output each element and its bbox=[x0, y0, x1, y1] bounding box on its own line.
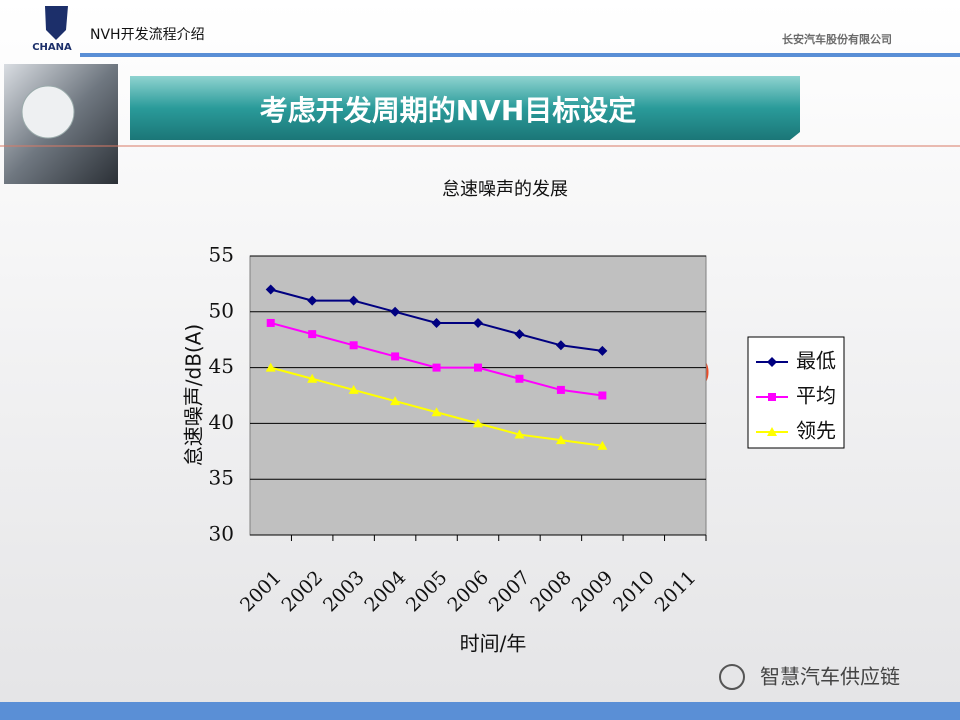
y-tick-label: 55 bbox=[209, 243, 234, 267]
y-tick-label: 45 bbox=[209, 354, 234, 378]
logo-text: CHANA bbox=[32, 42, 72, 53]
title-banner bbox=[130, 76, 800, 140]
data-point bbox=[308, 330, 317, 339]
legend-label: 领先 bbox=[796, 419, 836, 443]
footer-bar bbox=[0, 702, 960, 720]
data-point bbox=[473, 317, 483, 328]
data-point bbox=[266, 318, 275, 327]
data-point bbox=[348, 384, 359, 394]
data-point bbox=[598, 391, 607, 400]
data-point bbox=[514, 429, 525, 439]
legend-label: 最低 bbox=[796, 349, 836, 373]
legend-box bbox=[747, 336, 845, 449]
data-point bbox=[391, 352, 400, 361]
logo-icon bbox=[45, 6, 68, 40]
data-point bbox=[265, 284, 276, 295]
data-point bbox=[349, 341, 358, 350]
headlight bbox=[21, 85, 75, 139]
legend-marker bbox=[768, 393, 776, 401]
y-axis-label: 怠速噪声/dB(A) bbox=[182, 324, 206, 466]
data-point bbox=[432, 363, 441, 372]
y-tick-label: 50 bbox=[209, 298, 234, 322]
data-point bbox=[307, 373, 318, 383]
legend-marker bbox=[767, 427, 777, 436]
y-tick-label: 40 bbox=[209, 410, 234, 434]
chart-title: 怠速噪声的发展 bbox=[442, 179, 568, 200]
data-point bbox=[555, 435, 566, 445]
x-axis-label: 时间/年 bbox=[460, 632, 527, 656]
data-point bbox=[515, 374, 524, 383]
y-tick-label: 35 bbox=[209, 466, 234, 490]
legend-label: 平均 bbox=[796, 384, 836, 408]
deck-title: NVH开发流程介绍 bbox=[90, 27, 205, 43]
data-point bbox=[307, 295, 318, 306]
data-point bbox=[597, 345, 608, 356]
plot-area bbox=[249, 255, 707, 536]
data-point bbox=[474, 363, 482, 372]
data-point bbox=[514, 329, 525, 340]
y-tick-label: 30 bbox=[209, 522, 234, 546]
slide-title: 考虑开发周期的NVH目标设定 bbox=[260, 94, 637, 127]
data-point bbox=[390, 306, 401, 317]
data-point bbox=[390, 396, 401, 406]
watermark-icon bbox=[719, 664, 745, 690]
data-point bbox=[265, 362, 276, 372]
data-point bbox=[556, 385, 565, 394]
data-point bbox=[348, 295, 359, 306]
data-point bbox=[597, 440, 608, 450]
header-rule bbox=[80, 53, 960, 57]
data-point bbox=[473, 418, 483, 428]
data-point bbox=[555, 340, 566, 351]
legend-marker bbox=[767, 357, 777, 367]
data-point bbox=[431, 317, 442, 328]
watermark: 智慧汽车供应链 bbox=[760, 665, 900, 689]
data-point bbox=[431, 407, 442, 417]
company: 长安汽车股份有限公司 bbox=[782, 32, 892, 46]
